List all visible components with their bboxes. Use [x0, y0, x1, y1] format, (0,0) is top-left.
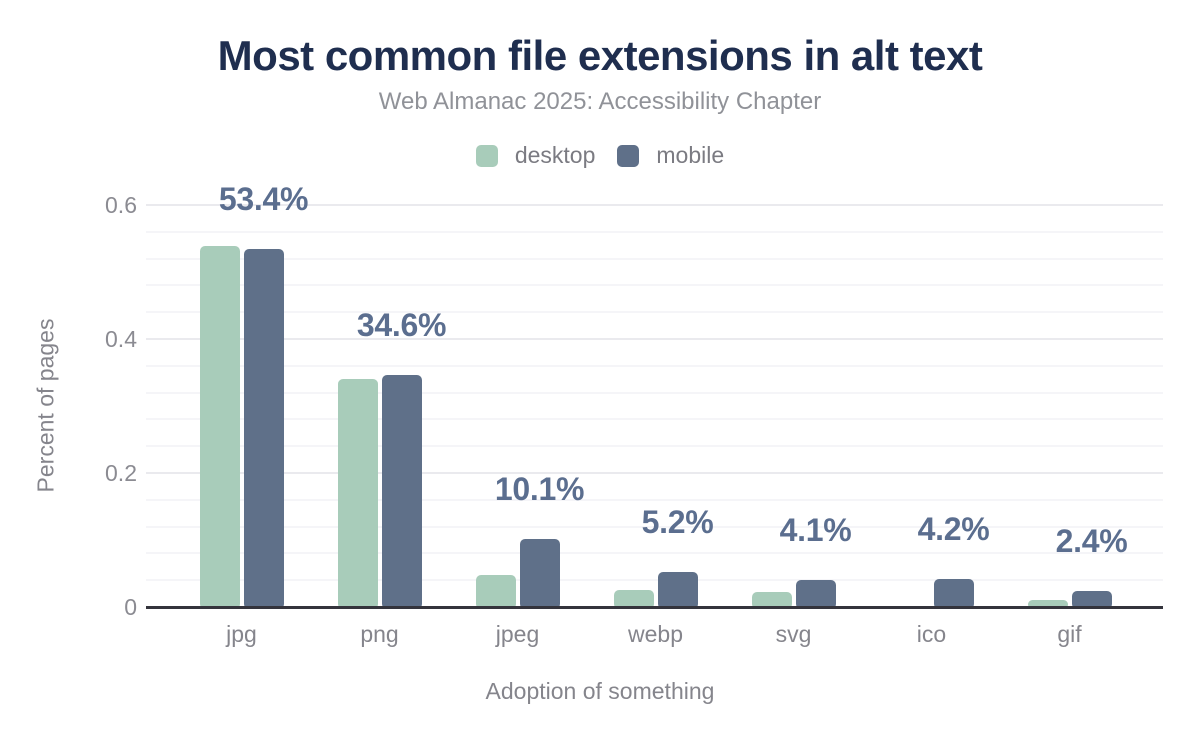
x-category-label-png: png	[360, 621, 399, 647]
data-label-jpeg: 10.1%	[494, 471, 585, 508]
bar-desktop-webp	[613, 589, 654, 609]
bar-mobile-png	[381, 375, 422, 609]
gridline-minor	[146, 311, 1163, 314]
x-category-label-webp: webp	[628, 621, 683, 647]
bar-mobile-jpg	[243, 249, 284, 609]
bar-mobile-jpeg	[519, 539, 560, 609]
gridline-minor	[146, 418, 1163, 421]
data-label-jpg: 53.4%	[218, 181, 309, 218]
legend-label: mobile	[656, 142, 725, 168]
y-tick-label: 0.6	[105, 192, 137, 218]
gridline-major	[146, 472, 1163, 474]
gridline-minor	[146, 525, 1163, 528]
y-tick-label: 0.2	[105, 460, 137, 486]
legend: desktop mobile	[0, 142, 1200, 169]
x-category-label-jpg: jpg	[226, 621, 257, 647]
legend-label: desktop	[514, 142, 596, 168]
x-axis-title: Adoption of something	[485, 678, 715, 704]
gridline-minor	[146, 284, 1163, 287]
x-category-label-ico: ico	[916, 621, 947, 647]
bar-desktop-jpg	[199, 245, 240, 609]
bar-desktop-gif	[1027, 600, 1068, 609]
bar-mobile-ico	[933, 578, 974, 609]
data-label-ico: 4.2%	[917, 510, 990, 547]
data-label-svg: 4.1%	[779, 511, 852, 548]
x-category-label-gif: gif	[1057, 621, 1082, 647]
bar-desktop-svg	[751, 591, 792, 609]
gridline-minor	[146, 579, 1163, 582]
chart-subtitle: Web Almanac 2025: Accessibility Chapter	[378, 88, 822, 115]
bar-mobile-svg	[795, 579, 836, 609]
gridline-minor	[146, 230, 1163, 233]
bar-mobile-webp	[657, 572, 698, 609]
data-label-webp: 5.2%	[641, 504, 714, 541]
data-label-png: 34.6%	[356, 307, 447, 344]
chart-title: Most common file extensions in alt text	[217, 32, 983, 79]
legend-swatch-mobile	[617, 144, 640, 167]
bar-desktop-jpeg	[475, 574, 516, 609]
gridline-minor	[146, 257, 1163, 260]
bar-desktop-png	[337, 378, 378, 609]
y-tick-label: 0	[124, 594, 137, 620]
gridline-minor	[146, 498, 1163, 501]
bar-mobile-gif	[1071, 590, 1112, 609]
gridline-major	[146, 204, 1163, 206]
data-label-gif: 2.4%	[1055, 522, 1128, 559]
x-category-label-jpeg: jpeg	[495, 621, 540, 647]
x-axis-line	[146, 606, 1163, 609]
gridline-major	[146, 338, 1163, 340]
gridline-minor	[146, 364, 1163, 367]
y-tick-label: 0.4	[105, 326, 137, 352]
gridline-minor	[146, 445, 1163, 448]
legend-item-mobile: mobile	[617, 142, 724, 169]
gridline-minor	[146, 552, 1163, 555]
y-axis-title: Percent of pages	[32, 318, 59, 493]
legend-swatch-desktop	[475, 144, 498, 167]
x-category-label-svg: svg	[775, 621, 812, 647]
gridline-minor	[146, 391, 1163, 394]
legend-item-desktop: desktop	[475, 142, 596, 169]
